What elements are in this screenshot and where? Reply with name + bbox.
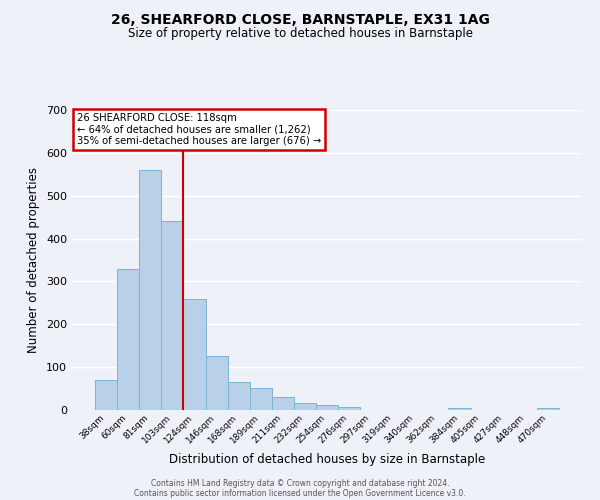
Text: 26, SHEARFORD CLOSE, BARNSTAPLE, EX31 1AG: 26, SHEARFORD CLOSE, BARNSTAPLE, EX31 1A…	[110, 12, 490, 26]
Bar	[117, 268, 139, 410]
Bar	[338, 408, 360, 410]
Bar	[227, 382, 250, 410]
Y-axis label: Number of detached properties: Number of detached properties	[28, 167, 40, 353]
Bar	[316, 405, 338, 410]
Bar	[294, 402, 316, 410]
Bar	[95, 380, 117, 410]
Text: Size of property relative to detached houses in Barnstaple: Size of property relative to detached ho…	[128, 28, 473, 40]
Bar	[206, 356, 227, 410]
Bar	[161, 222, 184, 410]
Bar	[537, 408, 559, 410]
Text: 26 SHEARFORD CLOSE: 118sqm
← 64% of detached houses are smaller (1,262)
35% of s: 26 SHEARFORD CLOSE: 118sqm ← 64% of deta…	[77, 113, 322, 146]
Text: Contains public sector information licensed under the Open Government Licence v3: Contains public sector information licen…	[134, 488, 466, 498]
Bar	[272, 397, 294, 410]
Text: Contains HM Land Registry data © Crown copyright and database right 2024.: Contains HM Land Registry data © Crown c…	[151, 478, 449, 488]
X-axis label: Distribution of detached houses by size in Barnstaple: Distribution of detached houses by size …	[169, 453, 485, 466]
Bar	[250, 388, 272, 410]
Bar	[139, 170, 161, 410]
Bar	[448, 408, 470, 410]
Bar	[184, 298, 206, 410]
